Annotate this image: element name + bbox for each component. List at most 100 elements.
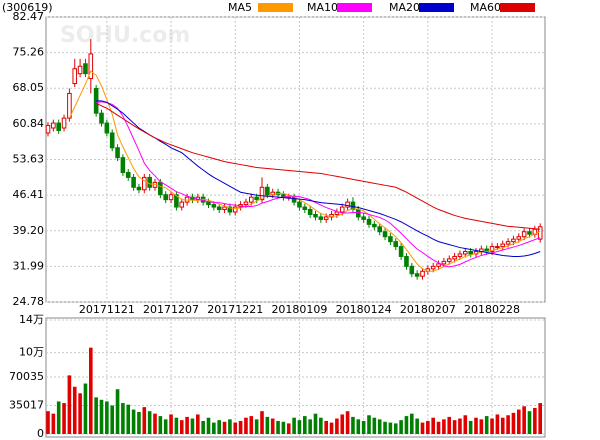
volume-bar xyxy=(511,412,516,434)
volume-bar xyxy=(254,419,259,434)
candle-body xyxy=(232,206,238,213)
x-tick-label: 20171221 xyxy=(207,303,263,316)
candle-body xyxy=(414,273,420,277)
y-tick-label: 75.26 xyxy=(13,46,45,59)
legend-label: MA10 xyxy=(307,1,338,14)
volume-bar xyxy=(335,418,339,434)
volume-bar xyxy=(78,393,82,434)
volume-bar xyxy=(62,403,66,434)
candle-body xyxy=(393,241,399,248)
volume-bar xyxy=(474,417,478,434)
candle-body xyxy=(361,216,366,220)
legend-label: MA5 xyxy=(228,1,252,14)
legend-swatch xyxy=(419,3,454,12)
candle-body xyxy=(463,251,468,255)
volume-bar xyxy=(479,419,484,434)
volume-bar xyxy=(426,420,430,434)
candle-body xyxy=(163,194,168,201)
volume-bar xyxy=(297,420,302,434)
volume-bar xyxy=(121,403,125,434)
candle-body xyxy=(142,176,147,191)
candle-body xyxy=(158,181,163,196)
candle-body xyxy=(206,201,211,206)
candle-body xyxy=(377,226,382,233)
candle-body xyxy=(104,122,110,134)
volume-bar xyxy=(367,415,371,434)
volume-bar xyxy=(500,417,505,434)
volume-bar xyxy=(233,422,238,434)
legend-swatch xyxy=(500,3,535,12)
legend-label: MA20 xyxy=(389,1,420,14)
candle-body xyxy=(457,253,463,257)
candle-body xyxy=(302,206,308,211)
candle-body xyxy=(45,125,51,134)
y-tick-label: 68.05 xyxy=(13,81,45,94)
volume-bar xyxy=(538,403,542,434)
y-tick-label: 31.99 xyxy=(13,259,45,272)
volume-bar xyxy=(490,418,494,434)
candle-body xyxy=(243,201,249,206)
volume-bar xyxy=(276,420,280,434)
candle-body xyxy=(516,236,522,240)
volume-bar xyxy=(495,414,500,434)
volume-bar xyxy=(190,418,195,434)
candle-body xyxy=(61,117,67,129)
candle-body xyxy=(527,231,532,235)
candle-body xyxy=(372,223,377,228)
candle-body xyxy=(77,65,83,75)
volume-bar xyxy=(452,420,457,434)
candle-body xyxy=(131,176,136,188)
candle-body xyxy=(227,206,233,213)
candle-body xyxy=(382,231,388,238)
volume-bar xyxy=(201,420,205,434)
volume-bar xyxy=(356,419,361,434)
volume-bar xyxy=(99,399,104,434)
candle-body xyxy=(323,216,329,220)
candle-body xyxy=(179,201,185,208)
ma-line xyxy=(68,70,541,272)
candle-body xyxy=(88,53,94,80)
volume-panel xyxy=(45,317,546,438)
volume-bar xyxy=(83,383,88,434)
candle-body xyxy=(489,246,495,253)
y-tick-label: 10万 xyxy=(19,346,44,359)
y-tick-label: 14万 xyxy=(19,313,44,326)
candle-body xyxy=(452,255,457,260)
candle-body xyxy=(436,263,441,267)
candle-body xyxy=(430,265,436,270)
volume-bar xyxy=(217,420,221,434)
volume-bar xyxy=(265,416,270,434)
volume-bar xyxy=(94,397,98,434)
volume-bar xyxy=(303,416,307,434)
volume-bar xyxy=(377,419,382,434)
candle-body xyxy=(537,226,543,240)
candle-body xyxy=(350,201,356,211)
candle-body xyxy=(168,194,174,201)
volume-bar xyxy=(153,413,157,434)
volume-bar xyxy=(484,416,489,434)
candle-body xyxy=(83,63,88,75)
volume-bar xyxy=(420,422,425,434)
candle-body xyxy=(339,206,345,213)
volume-bar xyxy=(517,409,521,434)
volume-bar xyxy=(142,407,147,434)
volume-bar xyxy=(527,411,532,434)
candle-body xyxy=(254,196,259,201)
candle-body xyxy=(136,186,142,191)
legend-swatch xyxy=(258,3,293,12)
legend-swatch xyxy=(337,3,372,12)
candle-body xyxy=(174,194,179,208)
candle-body xyxy=(51,122,56,129)
volume-bar xyxy=(110,405,114,434)
candle-body xyxy=(109,132,115,149)
volume-bar xyxy=(115,389,120,434)
volume-bar xyxy=(292,417,296,434)
volume-bar xyxy=(196,414,200,434)
y-tick-label: 0 xyxy=(37,427,44,440)
volume-bar xyxy=(179,420,184,434)
volume-bar xyxy=(351,416,355,434)
x-tick-label: 20180207 xyxy=(400,303,456,316)
volume-bar xyxy=(158,416,163,434)
